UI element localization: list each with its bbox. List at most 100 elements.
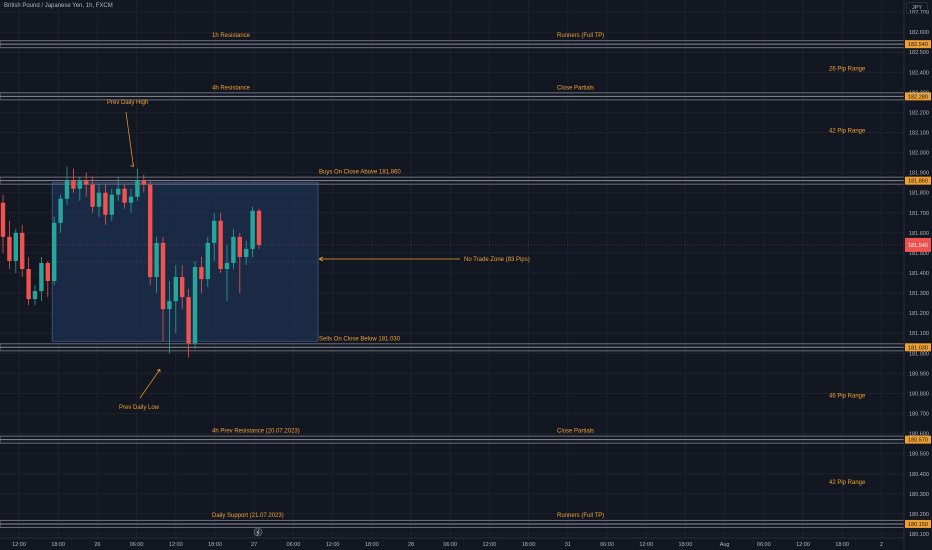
- y-tick-label: 180.800: [909, 391, 929, 397]
- x-tick-label: 06:00: [757, 542, 771, 548]
- candle: [32, 285, 38, 306]
- level-left-label: 1h Resistance: [212, 33, 251, 39]
- x-tick-label: 18:00: [835, 542, 849, 548]
- x-tick-label: 12:00: [169, 542, 183, 548]
- candle-body: [26, 269, 31, 300]
- prev-high-arrowhead: [130, 163, 134, 167]
- y-tick-label: 180.500: [909, 452, 929, 458]
- candle-body: [128, 196, 134, 203]
- prev-daily-high-label: Prev Daily High: [107, 100, 148, 106]
- x-tick-label: 18:00: [208, 542, 222, 548]
- candle-body: [224, 262, 230, 269]
- candle-body: [141, 180, 146, 185]
- candle-body: [148, 184, 153, 278]
- candle-body: [167, 301, 172, 310]
- candle-body: [180, 277, 185, 298]
- x-tick-label: 2: [880, 542, 883, 548]
- y-tick-label: 181.400: [909, 271, 929, 277]
- level-right-label: Runners (Full TP): [557, 33, 604, 39]
- candle: [148, 180, 153, 286]
- y-tick-label: 182.600: [909, 30, 929, 36]
- candle-body: [244, 248, 249, 257]
- pip-range-label: 26 Pip Range: [829, 66, 866, 72]
- candle: [186, 289, 191, 358]
- candle: [173, 264, 178, 334]
- candle: [244, 240, 249, 265]
- y-tick-label: 180.900: [909, 371, 929, 377]
- candle-body: [116, 188, 121, 195]
- candle-body: [71, 180, 76, 189]
- x-tick-label: 18:00: [522, 542, 536, 548]
- lightning-icon: [253, 527, 263, 537]
- prev-low-pointer: [139, 369, 161, 399]
- x-tick-label: 12:00: [483, 542, 497, 548]
- candle-body: [0, 202, 6, 237]
- x-tick-label: 18:00: [51, 542, 65, 548]
- y-tick-label: 180.600: [909, 432, 929, 438]
- level-right-label: Buys On Close Above 181.860: [319, 170, 401, 176]
- prev-low-arrowhead: [156, 369, 161, 373]
- level-price-tag: [905, 435, 931, 444]
- candle-body: [7, 236, 12, 261]
- x-tick-label: 06:00: [130, 542, 144, 548]
- x-tick-label: Aug: [720, 542, 730, 548]
- x-tick-label: 27: [251, 542, 257, 548]
- x-tick-label: 06:00: [443, 542, 457, 548]
- level-right-label: Close Partials: [557, 429, 594, 435]
- candle-body: [199, 266, 204, 280]
- candlesticks: [0, 166, 262, 358]
- candle: [154, 236, 159, 294]
- x-tick-label: 12:00: [326, 542, 340, 548]
- candle-body: [52, 222, 57, 282]
- level-price-tag-text: 180.570: [908, 438, 928, 444]
- level-price-tag-text: 182.280: [908, 94, 928, 100]
- time-axis[interactable]: 12:00 18:00 26 06:00 12:00 18:00 27 06:00 12:00 1…: [0, 527, 904, 548]
- chart-title: British Pound / Japanese Yen, 1h, FXCM: [4, 3, 113, 9]
- candle: [103, 184, 108, 225]
- candle-body: [84, 180, 89, 185]
- x-tick-label: 26: [94, 542, 100, 548]
- x-tick-label: 31: [565, 542, 571, 548]
- level-price-tag-text: 180.150: [908, 522, 928, 528]
- candle-body: [237, 236, 242, 257]
- candle: [71, 168, 76, 193]
- y-tick-label: 180.400: [909, 472, 929, 478]
- candle-body: [20, 232, 25, 269]
- currency-button[interactable]: JPY: [906, 2, 928, 14]
- level-price-tag-text: 182.540: [908, 42, 928, 48]
- y-tick-label: 181.500: [909, 251, 929, 257]
- x-tick-label: 12:00: [796, 542, 810, 548]
- last-price-tag-text: 181.540: [908, 243, 928, 249]
- x-tick-label: 06:00: [600, 542, 614, 548]
- y-tick-label: 180.100: [909, 532, 929, 538]
- y-tick-label: 181.300: [909, 291, 929, 297]
- y-tick-label: 182.400: [909, 70, 929, 76]
- candle: [199, 256, 204, 294]
- prev-high-pointer: [125, 111, 134, 167]
- level-right-label: Sells On Close Below 181.030: [319, 336, 401, 342]
- x-tick-label: 18:00: [365, 542, 379, 548]
- candle: [224, 244, 230, 302]
- candle-body: [122, 188, 127, 203]
- candle: [135, 168, 140, 201]
- annotations: No Trade Zone (83 Pips) 1h Resistance Runn…: [107, 33, 866, 519]
- candle-body: [13, 232, 18, 261]
- candle: [96, 184, 102, 217]
- no-trade-zone: [51, 182, 319, 342]
- candle: [256, 208, 262, 249]
- no-trade-zone-label: No Trade Zone (83 Pips): [464, 257, 530, 263]
- prev-daily-low-label: Prev Daily Low: [119, 405, 160, 411]
- pip-range-label: 46 Pip Range: [829, 393, 866, 399]
- y-tick-label: 182.500: [909, 50, 929, 56]
- y-tick-label: 182.200: [909, 110, 929, 116]
- candle: [64, 166, 70, 205]
- level-left-label: Daily Support (21.07.2023): [212, 513, 284, 519]
- level-price-tag-text: 181.860: [908, 179, 928, 185]
- candle-body: [39, 262, 44, 292]
- candle-body: [173, 277, 178, 302]
- candle: [58, 194, 63, 233]
- candle-body: [103, 192, 108, 215]
- level-price-tag: [905, 92, 931, 101]
- price-axis[interactable]: 182.700182.600182.500182.400182.300182.2…: [903, 0, 931, 550]
